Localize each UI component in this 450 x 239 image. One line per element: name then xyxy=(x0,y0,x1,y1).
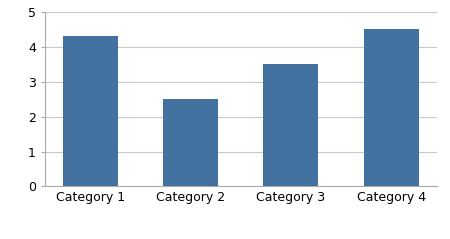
Bar xyxy=(63,36,118,186)
Bar xyxy=(163,99,218,186)
Bar xyxy=(364,29,418,186)
Bar xyxy=(263,64,319,186)
